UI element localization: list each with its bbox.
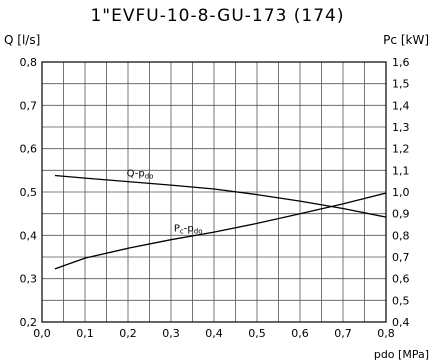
y-axis-right-label: Pc [kW] — [383, 33, 429, 47]
y-axis-right-label-text: Pc [kW] — [383, 33, 429, 47]
y-left-tick-label: 0,8 — [20, 56, 38, 69]
series-line-1 — [54, 192, 387, 270]
series-label-0: Q-pdo — [127, 168, 154, 180]
y-right-tick-label: 0,8 — [392, 229, 410, 242]
x-tick-label: 0,7 — [334, 327, 352, 340]
x-axis-label-text: pdo [MPa] — [373, 348, 429, 361]
x-tick-label: 0,5 — [248, 327, 266, 340]
x-tick-label: 0,2 — [119, 327, 137, 340]
y-left-tick-label: 0,2 — [20, 316, 38, 329]
y-right-tick-label: 1,1 — [392, 164, 410, 177]
chart-title: 1"EVFU-10-8-GU-173 (174) — [90, 6, 345, 26]
x-tick-label: 0,6 — [291, 327, 309, 340]
y-right-tick-label: 0,9 — [392, 208, 410, 221]
series-label-1: Pc-pdo — [174, 223, 203, 235]
y-left-tick-label: 0,6 — [20, 143, 38, 156]
y-left-tick-label: 0,4 — [20, 229, 38, 242]
x-tick-label: 0,8 — [377, 327, 395, 340]
y-left-tick-label: 0,3 — [20, 273, 38, 286]
y-right-tick-label: 1,0 — [392, 186, 410, 199]
x-tick-label: 0,4 — [205, 327, 223, 340]
x-axis-label: pdo [MPa] — [374, 348, 429, 361]
y-left-tick-label: 0,5 — [20, 186, 38, 199]
y-right-tick-label: 0,7 — [392, 251, 410, 264]
y-right-tick-label: 1,3 — [392, 121, 410, 134]
y-axis-left-label: Q [l/s] — [4, 33, 40, 47]
x-tick-label: 0,0 — [33, 327, 51, 340]
y-right-tick-label: 0,4 — [392, 316, 410, 329]
plot-frame — [41, 61, 387, 323]
y-right-tick-label: 0,6 — [392, 273, 410, 286]
y-axis-left-label-text: Q [l/s] — [4, 33, 41, 47]
y-right-tick-label: 1,6 — [392, 56, 410, 69]
series-line-0 — [54, 174, 387, 218]
y-left-tick-label: 0,7 — [20, 99, 38, 112]
x-tick-label: 0,1 — [76, 327, 94, 340]
y-right-tick-label: 0,5 — [392, 294, 410, 307]
x-tick-label: 0,3 — [162, 327, 180, 340]
y-right-tick-label: 1,5 — [392, 78, 410, 91]
y-right-tick-label: 1,2 — [392, 143, 410, 156]
y-right-tick-label: 1,4 — [392, 99, 410, 112]
